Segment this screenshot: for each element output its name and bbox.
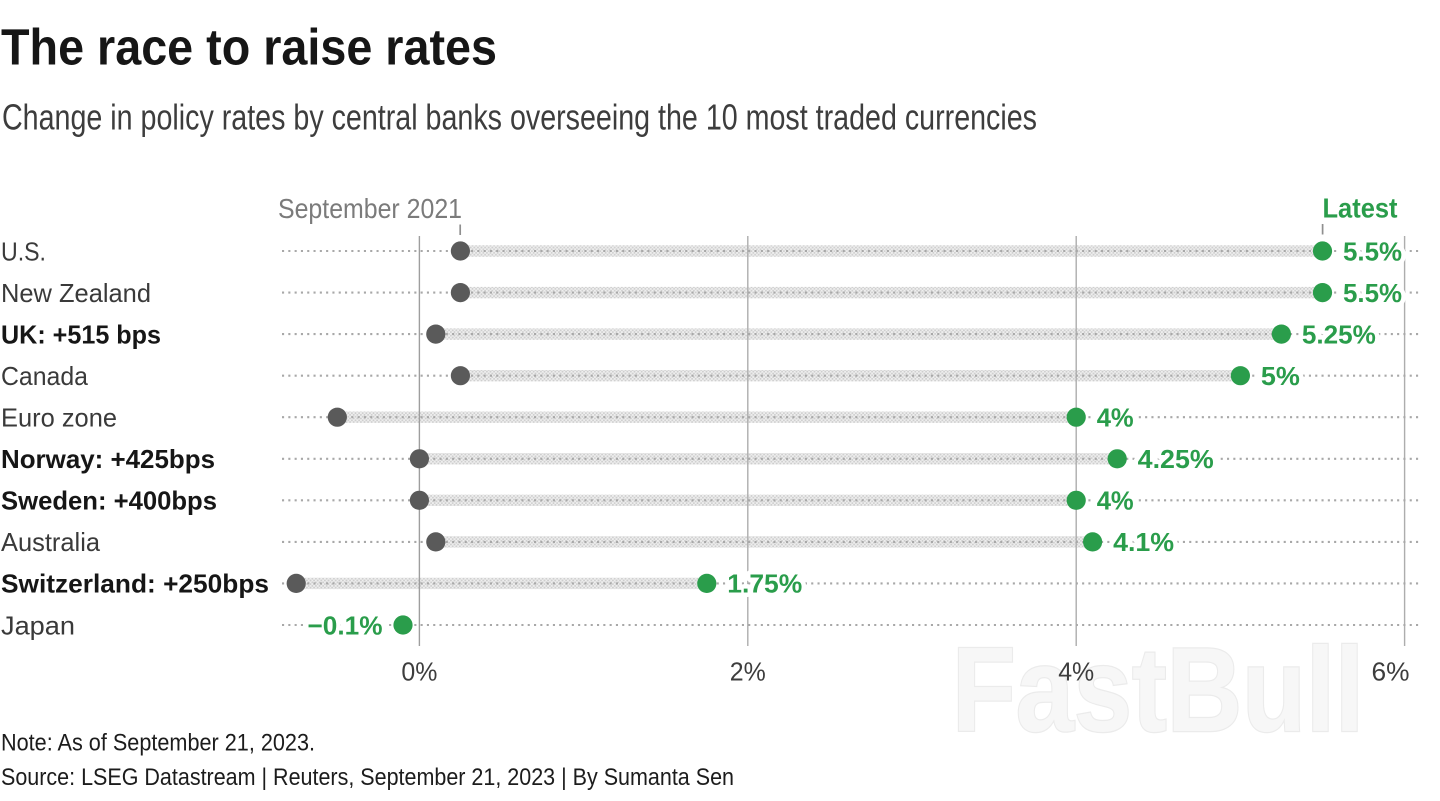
svg-text:6%: 6% xyxy=(1372,656,1410,686)
svg-text:4%: 4% xyxy=(1097,403,1134,433)
svg-text:The race to raise rates: The race to raise rates xyxy=(1,19,497,76)
svg-text:4.25%: 4.25% xyxy=(1138,444,1214,474)
svg-text:Note: As of September 21, 2023: Note: As of September 21, 2023. xyxy=(1,730,315,757)
svg-text:5.5%: 5.5% xyxy=(1343,236,1402,266)
svg-text:Norway: +425bps: Norway: +425bps xyxy=(1,444,215,474)
svg-text:4.1%: 4.1% xyxy=(1113,527,1174,557)
svg-text:1.75%: 1.75% xyxy=(727,569,802,599)
svg-text:5%: 5% xyxy=(1261,361,1300,391)
svg-text:5.25%: 5.25% xyxy=(1302,319,1376,349)
svg-text:September 2021: September 2021 xyxy=(278,193,462,224)
svg-text:4%: 4% xyxy=(1058,656,1094,686)
svg-text:0%: 0% xyxy=(401,656,437,686)
svg-text:Japan: Japan xyxy=(1,610,75,640)
svg-text:Source: LSEG Datastream | Reut: Source: LSEG Datastream | Reuters, Septe… xyxy=(1,764,734,791)
svg-text:U.S.: U.S. xyxy=(1,236,46,266)
svg-text:UK: +515 bps: UK: +515 bps xyxy=(1,319,161,349)
svg-text:−0.1%: −0.1% xyxy=(308,610,383,640)
svg-text:Euro zone: Euro zone xyxy=(1,403,117,433)
svg-text:5.5%: 5.5% xyxy=(1343,278,1402,308)
svg-text:Change in policy rates by cent: Change in policy rates by central banks … xyxy=(2,97,1037,138)
svg-text:New Zealand: New Zealand xyxy=(1,278,151,308)
svg-text:2%: 2% xyxy=(730,656,766,686)
svg-text:FastBull: FastBull xyxy=(952,623,1364,757)
svg-text:Canada: Canada xyxy=(1,361,89,391)
svg-text:Switzerland: +250bps: Switzerland: +250bps xyxy=(1,569,269,599)
svg-text:Sweden: +400bps: Sweden: +400bps xyxy=(1,486,217,516)
svg-text:Australia: Australia xyxy=(1,527,101,557)
svg-text:4%: 4% xyxy=(1097,486,1134,516)
svg-text:Latest: Latest xyxy=(1323,193,1398,224)
